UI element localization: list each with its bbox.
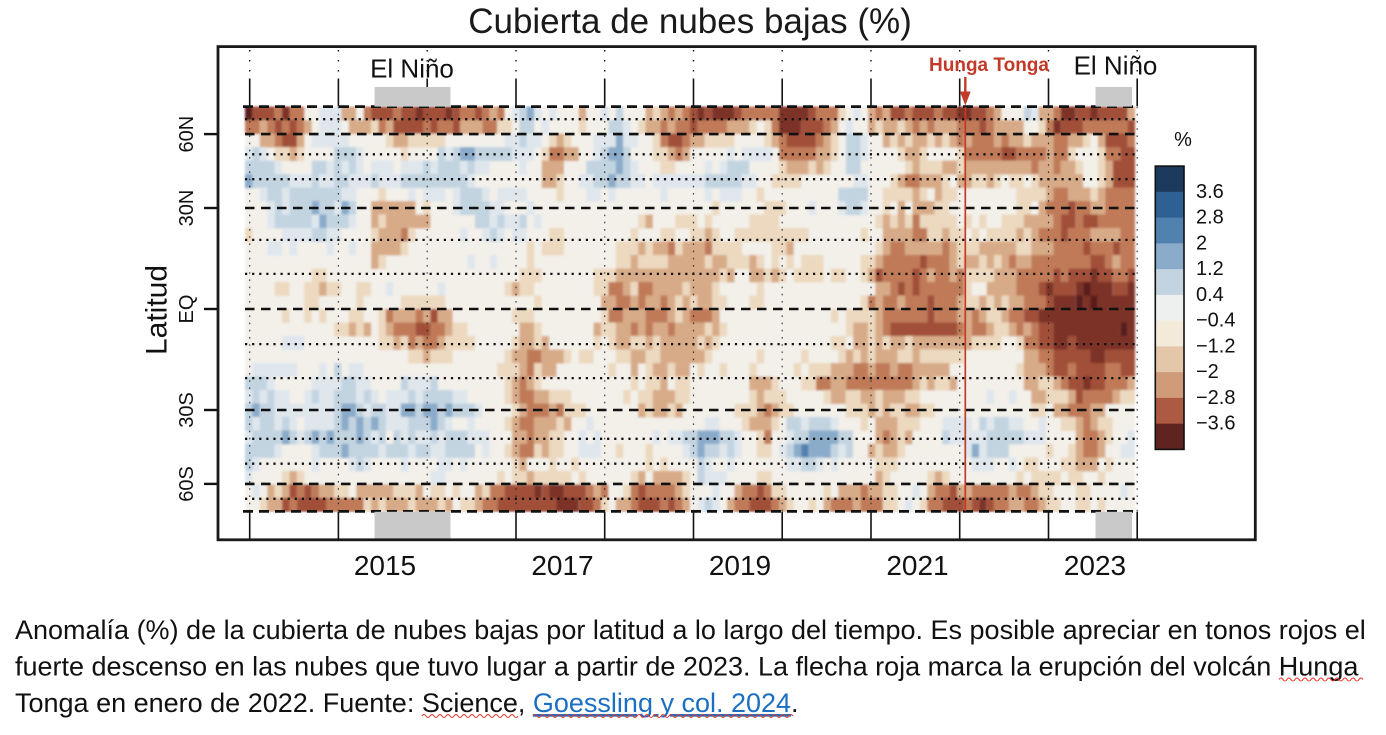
svg-text:2023: 2023 (1064, 550, 1126, 581)
svg-text:2017: 2017 (531, 550, 593, 581)
svg-text:2021: 2021 (886, 550, 948, 581)
svg-text:60S: 60S (176, 466, 198, 502)
svg-text:El Niño: El Niño (370, 54, 454, 84)
svg-text:1.2: 1.2 (1196, 258, 1224, 280)
svg-text:−0.4: −0.4 (1196, 310, 1235, 332)
svg-text:EQ: EQ (176, 295, 198, 324)
svg-text:2019: 2019 (709, 550, 771, 581)
svg-text:30S: 30S (176, 392, 198, 428)
svg-text:Tonga en enero de 2022. Fuente: Tonga en enero de 2022. Fuente: Science,… (15, 688, 799, 718)
svg-text:Hunga Tonga: Hunga Tonga (929, 55, 1049, 76)
svg-text:−2: −2 (1196, 361, 1219, 383)
svg-text:fuerte descenso en las nubes q: fuerte descenso en las nubes que tuvo lu… (15, 652, 1359, 682)
svg-text:2: 2 (1196, 232, 1207, 254)
svg-text:Cubierta de nubes bajas (%): Cubierta de nubes bajas (%) (468, 2, 912, 41)
svg-text:0.4: 0.4 (1196, 284, 1224, 306)
svg-text:60N: 60N (176, 116, 198, 153)
svg-text:%: % (1174, 129, 1192, 151)
svg-text:−2.8: −2.8 (1196, 387, 1235, 409)
svg-text:2.8: 2.8 (1196, 207, 1224, 229)
svg-text:El Niño: El Niño (1074, 51, 1158, 81)
svg-text:2015: 2015 (354, 550, 416, 581)
svg-text:Anomalía (%) de la cubierta de: Anomalía (%) de la cubierta de nubes baj… (15, 615, 1366, 645)
svg-text:−3.6: −3.6 (1196, 413, 1235, 435)
svg-text:−1.2: −1.2 (1196, 335, 1235, 357)
svg-text:3.6: 3.6 (1196, 181, 1224, 203)
svg-text:30N: 30N (176, 190, 198, 227)
svg-text:Latitud: Latitud (141, 265, 174, 355)
